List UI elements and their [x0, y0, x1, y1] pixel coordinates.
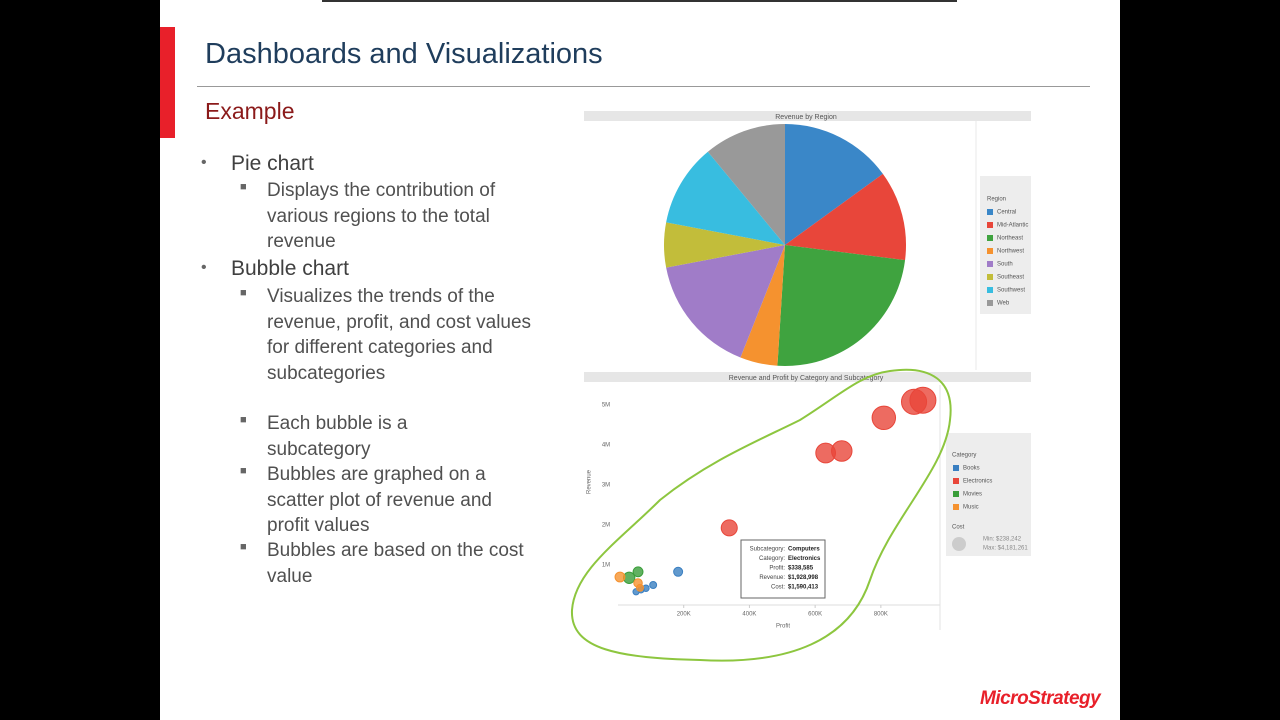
pie-slice	[666, 245, 785, 358]
bubble	[720, 519, 738, 537]
bubble	[831, 440, 853, 462]
legend-label: Southeast	[997, 275, 1024, 281]
sub-bullet-text: Bubbles are graphed on a scatter plot of…	[267, 464, 492, 536]
bubble	[632, 566, 644, 578]
legend-label: Books	[963, 466, 980, 472]
y-tick-label: 3M	[602, 483, 610, 489]
pie-slice	[785, 173, 906, 261]
legend-swatch	[987, 222, 993, 228]
logo: MicroStrategy	[980, 688, 1101, 709]
sub-bullet-text: Visualizes the trends of the revenue, pr…	[267, 286, 532, 384]
bubble-legend-box	[946, 433, 1031, 556]
legend-label: South	[997, 262, 1013, 268]
sub-bullet: ■	[240, 414, 247, 426]
x-axis-label: Profit	[776, 624, 790, 630]
legend-label: Movies	[963, 492, 982, 498]
x-tick-label: 600K	[808, 612, 822, 618]
legend-swatch	[953, 478, 959, 484]
legend-label: Electronics	[963, 479, 992, 485]
bubble	[649, 581, 658, 589]
annotation-loop	[570, 368, 952, 662]
legend-label: Music	[963, 505, 979, 511]
x-tick-label: 200K	[677, 612, 691, 618]
pie-slice	[740, 245, 785, 366]
legend-title: Region	[987, 197, 1006, 203]
bullet-text: Bubble chart	[231, 257, 349, 280]
tooltip-label: Profit:	[769, 566, 785, 572]
tooltip-value: Computers	[788, 547, 820, 553]
top-bar	[322, 0, 957, 2]
chart-title: Revenue by Region	[775, 114, 837, 121]
sub-bullet: ■	[240, 465, 247, 477]
legend-swatch	[987, 261, 993, 267]
slide-subtitle: Example	[205, 98, 295, 124]
bubble	[871, 405, 897, 431]
tooltip-label: Revenue:	[759, 575, 785, 581]
sub-bullet-text: Each bubble is a subcategory	[267, 413, 408, 460]
bullet: •	[201, 154, 207, 171]
chart-title: Revenue and Profit by Category and Subca…	[729, 375, 884, 382]
legend-swatch	[987, 300, 993, 306]
bubble	[614, 571, 626, 583]
tooltip-label: Cost:	[771, 585, 785, 591]
legend-label: Mid-Atlantic	[997, 223, 1028, 229]
legend-swatch	[953, 504, 959, 510]
bubble	[673, 566, 684, 577]
legend-label: Web	[997, 301, 1010, 307]
size-legend-label: Min: $238,242	[983, 537, 1022, 543]
tooltip-label: Category:	[759, 556, 785, 562]
sub-bullet: ■	[240, 181, 247, 193]
tooltip-value: Electronics	[788, 556, 821, 562]
bubble	[909, 386, 937, 414]
pie-slice	[785, 124, 883, 245]
slide-title: Dashboards and Visualizations	[205, 38, 603, 70]
bullet: •	[201, 259, 207, 276]
y-tick-label: 2M	[602, 523, 610, 529]
y-tick-label: 4M	[602, 443, 610, 449]
tooltip-value: $1,590,413	[788, 585, 819, 591]
pie-slice	[777, 245, 906, 366]
bullet-text: Pie chart	[231, 152, 314, 175]
tooltip-value: $1,928,998	[788, 575, 819, 581]
legend-label: Northeast	[997, 236, 1023, 242]
sub-bullet: ■	[240, 541, 247, 553]
bubble-title-bar	[584, 372, 1031, 382]
legend-title: Category	[952, 453, 976, 459]
title-rule	[197, 86, 1090, 87]
sub-bullet-text: Displays the contribution of various reg…	[267, 180, 496, 252]
tooltip-label: Subcategory:	[750, 547, 786, 553]
legend-label: Southwest	[997, 288, 1025, 294]
sub-bullet-text: Bubbles are based on the cost value	[267, 540, 524, 587]
size-legend-label: Max: $4,181,261	[983, 546, 1028, 552]
legend-swatch	[953, 491, 959, 497]
legend-swatch	[987, 274, 993, 280]
size-legend-circle	[952, 537, 966, 551]
y-tick-label: 5M	[602, 403, 610, 409]
x-tick-label: 800K	[874, 612, 888, 618]
pie-slice	[707, 124, 785, 245]
pie-slice	[666, 151, 785, 245]
tooltip-box	[740, 539, 826, 599]
y-tick-label: 1M	[602, 563, 610, 569]
legend-label: Northwest	[997, 249, 1024, 255]
tooltip-value: $338,585	[788, 566, 814, 572]
pie-title-bar	[584, 111, 1031, 121]
legend-swatch	[987, 287, 993, 293]
legend-swatch	[987, 209, 993, 215]
legend-swatch	[987, 235, 993, 241]
legend-swatch	[987, 248, 993, 254]
y-axis-label: Revenue	[587, 469, 593, 494]
size-legend-title: Cost	[952, 525, 965, 531]
pie-slice	[664, 222, 785, 268]
bubble	[636, 583, 644, 592]
sub-bullet: ■	[240, 287, 247, 299]
legend-label: Central	[997, 210, 1016, 216]
accent-bar	[160, 27, 175, 138]
legend-swatch	[953, 465, 959, 471]
x-tick-label: 400K	[742, 612, 756, 618]
